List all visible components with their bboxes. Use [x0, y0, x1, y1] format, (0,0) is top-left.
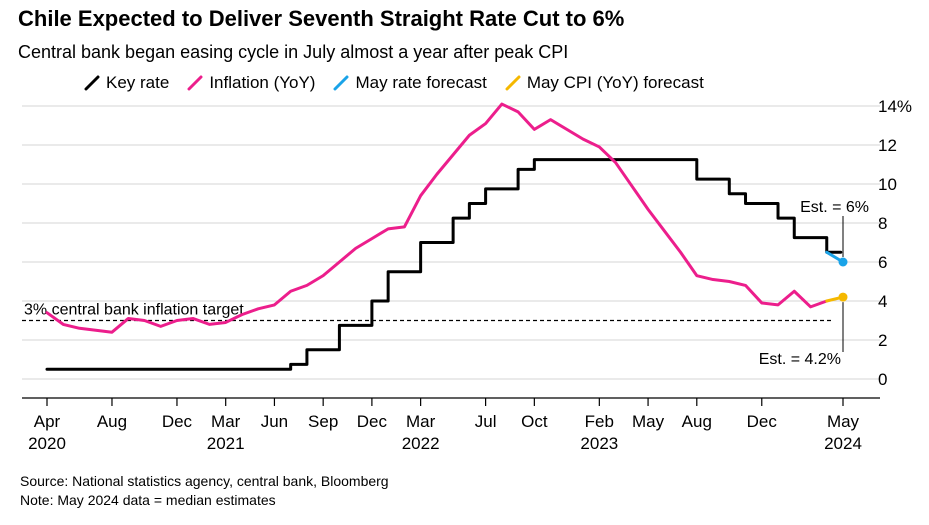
y-tick-label: 12	[878, 136, 897, 155]
legend-label-cpi-forecast: May CPI (YoY) forecast	[526, 73, 704, 92]
chart-title: Chile Expected to Deliver Seventh Straig…	[18, 6, 625, 31]
data-note: Note: May 2024 data = median estimates	[20, 492, 276, 508]
x-tick-label: Mar	[211, 412, 241, 431]
x-tick-label: Sep	[308, 412, 338, 431]
x-tick-label: Dec	[747, 412, 778, 431]
x-tick-year-label: 2020	[28, 434, 66, 453]
legend-label-inflation: Inflation (YoY)	[209, 73, 316, 92]
y-tick-label: 8	[878, 214, 887, 233]
legend-item-cpi-forecast: May CPI (YoY) forecast	[505, 73, 704, 93]
chart-subtitle: Central bank began easing cycle in July …	[18, 42, 569, 62]
x-tick-label: Dec	[162, 412, 193, 431]
legend-item-rate-forecast: May rate forecast	[333, 73, 487, 93]
x-tick-year-label: 2021	[207, 434, 245, 453]
legend-item-key-rate: Key rate	[84, 73, 169, 93]
series-line-inflation-yoy	[45, 102, 829, 334]
x-tick-label: Mar	[406, 412, 436, 431]
x-tick-label: Feb	[585, 412, 614, 431]
legend-swatch-line	[505, 75, 521, 91]
annotation-cpi-estimate: Est. = 4.2%	[759, 351, 841, 368]
y-tick-label: 10	[878, 175, 897, 194]
x-tick-year-label: 2023	[580, 434, 618, 453]
legend-label-key-rate: Key rate	[106, 73, 170, 92]
legend-label-rate-forecast: May rate forecast	[355, 73, 487, 92]
x-tick-label: Aug	[97, 412, 127, 431]
legend-swatch-line	[187, 75, 203, 91]
x-tick-label: Aug	[682, 412, 712, 431]
source-note: Source: National statistics agency, cent…	[20, 473, 389, 489]
annotation-rate-estimate: Est. = 6%	[800, 199, 869, 216]
legend-swatch-key-rate	[84, 75, 100, 91]
y-tick-label: 4	[878, 292, 887, 311]
legend-swatch-line	[84, 75, 100, 91]
legend-swatch-inflation	[187, 75, 203, 91]
x-tick-label: Jul	[475, 412, 497, 431]
target-line-label: 3% central bank inflation target	[24, 302, 244, 319]
x-tick-label: May	[827, 412, 860, 431]
x-tick-label: Dec	[357, 412, 388, 431]
series-end-point-may-cpi-yoy-forecast	[838, 292, 848, 302]
x-tick-label: Jun	[261, 412, 288, 431]
series-end-point-may-rate-forecast	[838, 257, 848, 267]
x-tick-year-label: 2024	[824, 434, 862, 453]
y-tick-label: 0	[878, 370, 887, 389]
x-tick-label: Oct	[521, 412, 548, 431]
legend-item-inflation: Inflation (YoY)	[187, 73, 315, 93]
y-tick-label: 2	[878, 331, 887, 350]
legend-swatch-line	[333, 75, 349, 91]
x-tick-year-label: 2022	[402, 434, 440, 453]
series-line-key-rate	[45, 158, 843, 371]
legend-swatch-rate-forecast	[333, 75, 349, 91]
legend: Key rate Inflation (YoY) May rate foreca…	[84, 73, 704, 93]
y-tick-label: 14%	[878, 97, 912, 116]
legend-swatch-cpi-forecast	[505, 75, 521, 91]
x-tick-label: May	[632, 412, 665, 431]
y-tick-label: 6	[878, 253, 887, 272]
x-tick-label: Apr	[34, 412, 61, 431]
chart-footer: Source: National statistics agency, cent…	[20, 472, 389, 510]
